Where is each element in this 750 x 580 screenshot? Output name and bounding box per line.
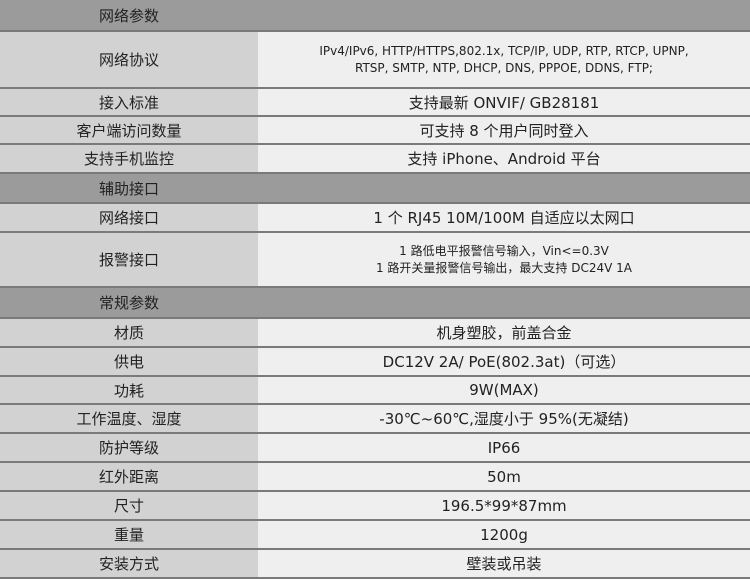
spec-row: 材质 机身塑胶，前盖合金: [0, 318, 750, 348]
section-header: 网络参数: [0, 0, 750, 32]
spec-row: 网络协议 IPv4/IPv6, HTTP/HTTPS,802.1x, TCP/IP…: [0, 31, 750, 89]
spec-value-line: 50m: [487, 467, 521, 486]
spec-value: -30℃~60℃,湿度小于 95%(无凝结): [258, 404, 750, 434]
spec-row: 供电 DC12V 2A/ PoE(802.3at)（可选）: [0, 347, 750, 377]
spec-value: 支持 iPhone、Android 平台: [258, 144, 750, 174]
spec-label: 客户端访问数量: [0, 116, 258, 145]
section-header-fill: [258, 0, 750, 32]
spec-row: 红外距离 50m: [0, 462, 750, 492]
section-title: 辅助接口: [0, 173, 258, 204]
spec-value: IP66: [258, 433, 750, 463]
section-header-fill: [258, 287, 750, 319]
spec-value-line: 9W(MAX): [469, 381, 539, 399]
spec-label: 工作温度、湿度: [0, 404, 258, 434]
spec-label: 接入标准: [0, 88, 258, 117]
spec-label: 防护等级: [0, 433, 258, 463]
spec-label: 支持手机监控: [0, 144, 258, 174]
spec-row: 防护等级 IP66: [0, 433, 750, 463]
spec-value-line: DC12V 2A/ PoE(802.3at)（可选）: [382, 353, 626, 371]
spec-value-line: -30℃~60℃,湿度小于 95%(无凝结): [379, 410, 629, 428]
section-title: 网络参数: [0, 0, 258, 32]
spec-value-line: 支持 iPhone、Android 平台: [407, 150, 601, 168]
spec-value: 壁装或吊装: [258, 549, 750, 579]
spec-row: 支持手机监控 支持 iPhone、Android 平台: [0, 144, 750, 174]
spec-label: 安装方式: [0, 549, 258, 579]
spec-label: 红外距离: [0, 462, 258, 492]
section-header-fill: [258, 173, 750, 204]
spec-label: 重量: [0, 520, 258, 550]
spec-label: 网络接口: [0, 203, 258, 233]
spec-row: 工作温度、湿度 -30℃~60℃,湿度小于 95%(无凝结): [0, 404, 750, 434]
spec-value: 50m: [258, 462, 750, 492]
spec-value-line: 1 路开关量报警信号输出，最大支持 DC24V 1A: [375, 260, 633, 275]
spec-value-line: 壁装或吊装: [466, 555, 542, 573]
spec-row: 接入标准 支持最新 ONVIF/ GB28181: [0, 88, 750, 117]
spec-value-line: 可支持 8 个用户同时登入: [419, 121, 589, 140]
spec-label: 网络协议: [0, 31, 258, 89]
spec-label: 供电: [0, 347, 258, 377]
spec-value: 1 路低电平报警信号输入，Vin<=0.3V 1 路开关量报警信号输出，最大支持 …: [258, 232, 750, 288]
spec-value: 支持最新 ONVIF/ GB28181: [258, 88, 750, 117]
section-header: 常规参数: [0, 287, 750, 319]
spec-value-line: IPv4/IPv6, HTTP/HTTPS,802.1x, TCP/IP, UD…: [319, 43, 689, 58]
spec-value: 可支持 8 个用户同时登入: [258, 116, 750, 145]
spec-value: DC12V 2A/ PoE(802.3at)（可选）: [258, 347, 750, 377]
spec-value-line: 196.5*99*87mm: [441, 496, 567, 515]
spec-row: 尺寸 196.5*99*87mm: [0, 491, 750, 521]
spec-value: 9W(MAX): [258, 376, 750, 405]
spec-value-line: 机身塑胶，前盖合金: [436, 324, 572, 342]
section-title: 常规参数: [0, 287, 258, 319]
spec-row: 重量 1200g: [0, 520, 750, 550]
spec-value: 196.5*99*87mm: [258, 491, 750, 521]
spec-label: 功耗: [0, 376, 258, 405]
spec-value: 机身塑胶，前盖合金: [258, 318, 750, 348]
spec-row: 客户端访问数量 可支持 8 个用户同时登入: [0, 116, 750, 145]
spec-row: 安装方式 壁装或吊装: [0, 549, 750, 579]
spec-label: 材质: [0, 318, 258, 348]
spec-row: 功耗 9W(MAX): [0, 376, 750, 405]
spec-value-line: 1 路低电平报警信号输入，Vin<=0.3V: [399, 243, 609, 258]
spec-row: 网络接口 1 个 RJ45 10M/100M 自适应以太网口: [0, 203, 750, 233]
spec-value-line: IP66: [487, 438, 521, 457]
spec-value-line: 1200g: [480, 525, 528, 544]
spec-value: 1200g: [258, 520, 750, 550]
spec-value-line: RTSP, SMTP, NTP, DHCP, DNS, PPPOE, DDNS,…: [355, 60, 653, 75]
spec-value-line: 支持最新 ONVIF/ GB28181: [408, 93, 600, 112]
spec-row: 报警接口 1 路低电平报警信号输入，Vin<=0.3V 1 路开关量报警信号输出，最…: [0, 232, 750, 288]
spec-value: 1 个 RJ45 10M/100M 自适应以太网口: [258, 203, 750, 233]
spec-label: 报警接口: [0, 232, 258, 288]
section-header: 辅助接口: [0, 173, 750, 204]
spec-value: IPv4/IPv6, HTTP/HTTPS,802.1x, TCP/IP, UD…: [258, 31, 750, 89]
spec-label: 尺寸: [0, 491, 258, 521]
spec-value-line: 1 个 RJ45 10M/100M 自适应以太网口: [373, 209, 635, 227]
